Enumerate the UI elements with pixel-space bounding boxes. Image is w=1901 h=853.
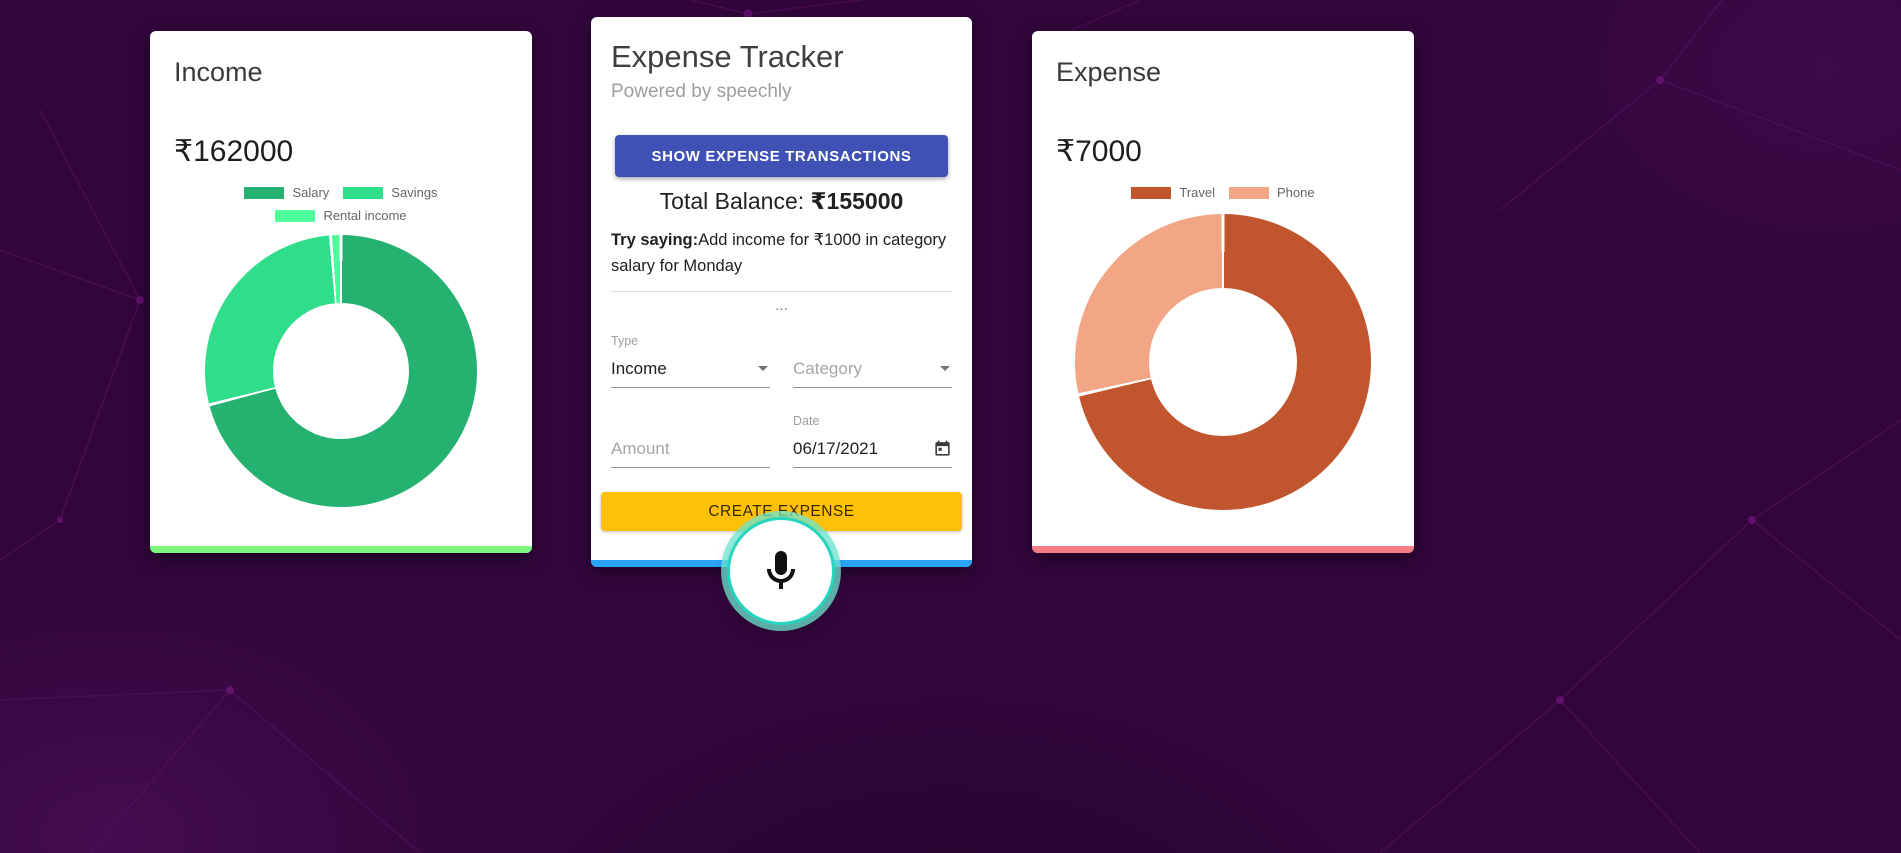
transactions-ellipsis: ... (775, 297, 788, 314)
legend-item[interactable]: Salary (244, 185, 329, 200)
type-label: Type (611, 334, 639, 348)
donut-hole (273, 303, 409, 439)
expense-total: ₹7000 (1056, 135, 1142, 168)
legend-swatch (244, 186, 285, 199)
date-field[interactable]: Date 06/17/2021 (793, 414, 952, 468)
income-card: Income ₹162000 Salary Savings Rental incom… (150, 31, 532, 553)
category-select[interactable]: Category (793, 357, 952, 388)
expense-legend: Travel Phone (1073, 185, 1373, 200)
income-total: ₹162000 (174, 135, 294, 168)
legend-item[interactable]: Savings (343, 185, 438, 200)
income-card-title: Income (174, 57, 263, 87)
show-transactions-button[interactable]: SHOW EXPENSE TRANSACTIONS (615, 135, 948, 177)
legend-swatch (1131, 186, 1172, 199)
legend-swatch (343, 186, 384, 199)
date-input-value: 06/17/2021 (793, 438, 879, 458)
legend-swatch (1229, 186, 1270, 199)
expense-card: Expense ₹7000 Travel Phone (1032, 31, 1414, 553)
legend-swatch (275, 209, 316, 222)
income-legend: Salary Savings Rental income (191, 185, 491, 223)
transaction-form: Type Income Category Date (611, 334, 952, 468)
amount-input[interactable] (611, 438, 770, 459)
income-accent-bar (150, 546, 532, 553)
expense-card-title: Expense (1056, 57, 1162, 87)
category-select-placeholder: Category (793, 358, 862, 378)
legend-item[interactable]: Travel (1131, 185, 1215, 200)
legend-label: Savings (391, 185, 438, 200)
expense-donut-chart (1075, 214, 1371, 510)
total-balance-value: ₹155000 (810, 188, 904, 214)
total-balance: Total Balance: ₹155000 (611, 188, 952, 215)
total-balance-label: Total Balance: (659, 188, 805, 214)
amount-field[interactable] (611, 437, 770, 468)
chevron-down-icon (940, 366, 950, 371)
legend-label: Salary (292, 185, 330, 200)
calendar-icon[interactable] (933, 439, 952, 458)
type-select[interactable]: Type Income (611, 334, 770, 388)
legend-item[interactable]: Rental income (275, 208, 407, 223)
legend-item[interactable]: Phone (1229, 185, 1315, 200)
legend-label: Phone (1277, 185, 1315, 200)
tracker-title: Expense Tracker (611, 39, 844, 74)
type-select-value: Income (611, 358, 667, 378)
microphone-icon (767, 551, 795, 589)
legend-label: Travel (1179, 185, 1216, 200)
income-donut-chart (205, 235, 477, 507)
expense-tracker-card: Expense Tracker Powered by speechly SHOW… (591, 17, 972, 567)
expense-accent-bar (1032, 546, 1414, 553)
donut-hole (1149, 288, 1297, 436)
try-saying-phrase: Add income for ₹1000 in category salary … (611, 231, 947, 275)
mic-button[interactable] (727, 517, 835, 625)
try-saying-label: Try saying: (611, 231, 699, 249)
date-label: Date (793, 414, 820, 428)
tracker-subtitle: Powered by speechly (611, 81, 792, 102)
chevron-down-icon (758, 366, 768, 371)
try-saying-text: Try saying:Add income for ₹1000 in categ… (611, 227, 952, 292)
legend-label: Rental income (323, 208, 407, 223)
